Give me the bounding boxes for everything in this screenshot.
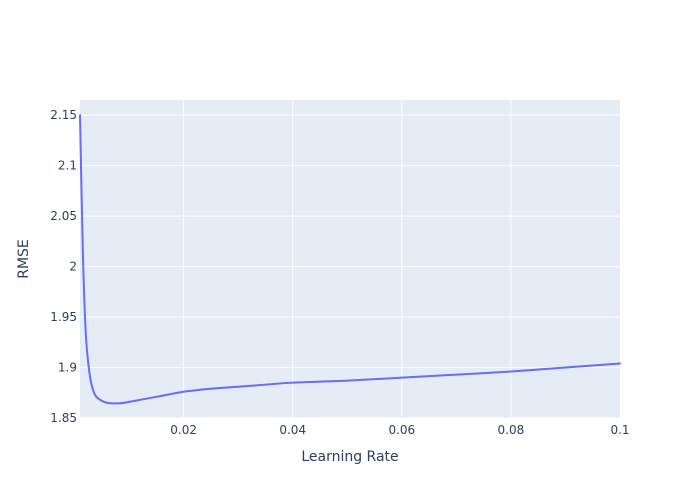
x-tick-label: 0.02: [170, 423, 197, 437]
x-tick-label: 0.06: [388, 423, 415, 437]
x-axis-ticks: 0.02 0.04 0.06 0.08 0.1: [170, 423, 629, 437]
grid: [80, 100, 620, 419]
x-tick-label: 0.08: [498, 423, 525, 437]
x-tick-label: 0.04: [279, 423, 306, 437]
series-layer: [79, 114, 621, 405]
y-tick-label: 2.15: [50, 108, 77, 122]
y-tick-label: 1.9: [58, 361, 77, 375]
y-axis-title: RMSE: [16, 239, 32, 279]
y-tick-label: 2.1: [58, 159, 77, 173]
y-axis-ticks: 1.85 1.9 1.95 2 2.05 2.1 2.15: [50, 108, 77, 425]
x-tick-label: 0.1: [610, 423, 629, 437]
y-tick-label: 2: [69, 260, 77, 274]
y-tick-label: 1.95: [50, 310, 77, 324]
x-axis-title: Learning Rate: [301, 449, 398, 465]
plot-area: [80, 100, 620, 418]
y-tick-label: 2.05: [50, 209, 77, 223]
series-line: [79, 114, 621, 405]
y-tick-label: 1.85: [50, 411, 77, 425]
